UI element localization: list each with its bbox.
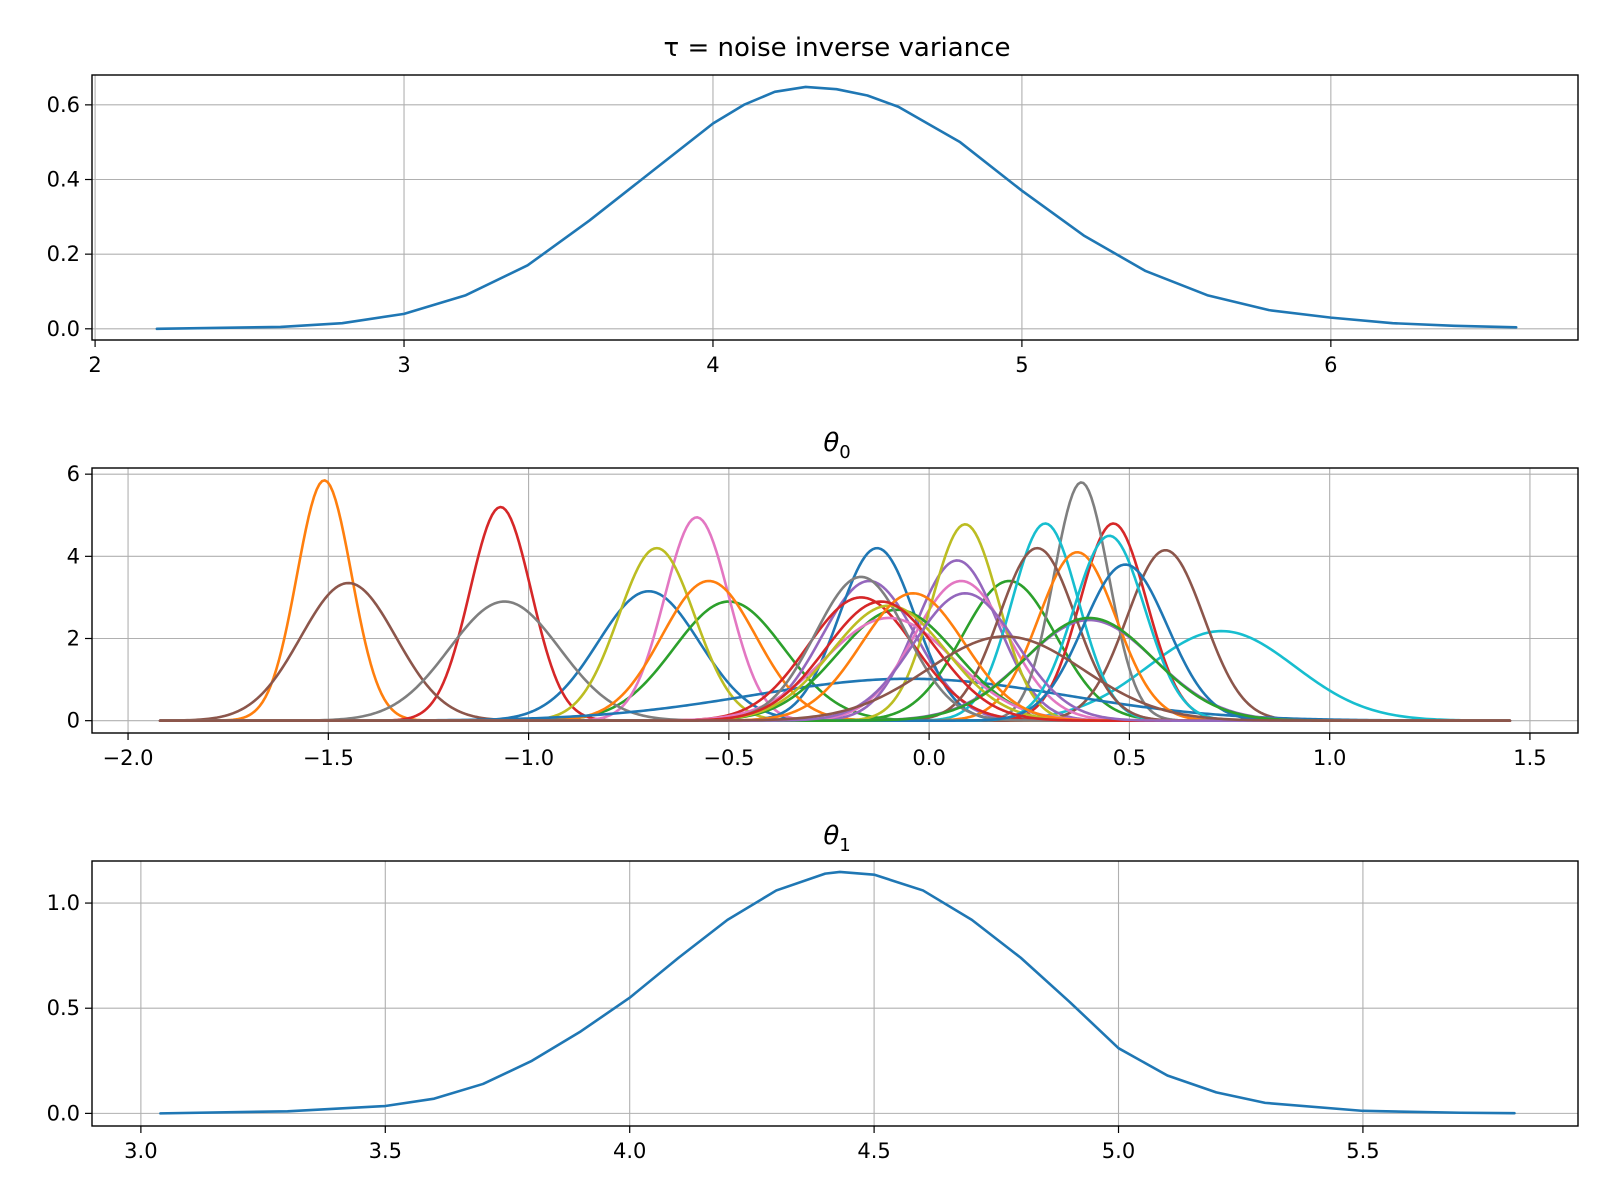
- theta0-series-group: [158, 479, 1512, 722]
- tau-x-tick-label: 4: [706, 353, 719, 377]
- theta1-axes-frame: [91, 860, 1579, 1127]
- theta1-x-tick-label: 4.0: [613, 1139, 646, 1163]
- tau-x-tick-label: 6: [1324, 353, 1337, 377]
- theta1-x-tick-label: 5.5: [1346, 1139, 1379, 1163]
- panel-theta0: θ0 −2.0 −1.5 −1.0 −0.5 0.0 0.5 1.0 1.5 0 2 4 6: [67, 428, 1579, 770]
- theta0-series-line-17: [158, 481, 1512, 722]
- panel-tau-title: τ = noise inverse variance: [664, 33, 1011, 63]
- theta0-series-line-5: [158, 581, 1512, 722]
- theta0-axes-frame: [91, 467, 1579, 734]
- theta0-x-axis: −2.0 −1.5 −1.0 −0.5 0.0 0.5 1.0 1.5: [103, 733, 1547, 770]
- theta0-x-tick-label: −2.0: [103, 746, 154, 770]
- panel-theta0-title: θ0: [823, 428, 850, 463]
- theta1-y-axis: 0.0 0.5 1.0: [47, 891, 92, 1125]
- theta0-series-line-9: [158, 629, 1512, 722]
- theta0-series-line-13: [158, 522, 1512, 722]
- panel-theta1: θ1 3.0 3.5 4.0 4.5 5.0 5.5 0.0 0.5 1.0: [47, 821, 1579, 1163]
- panel-tau: τ = noise inverse variance 2 3 4 5 60.00.20.…: [47, 33, 1579, 377]
- theta0-series-line-2: [158, 600, 1512, 722]
- tau-axes-frame: [91, 74, 1579, 341]
- theta0-series-line-16: [158, 579, 1512, 722]
- theta1-series-line-0: [159, 870, 1516, 1115]
- theta1-y-tick-label: 0.5: [47, 996, 80, 1020]
- theta0-series-line-11: [158, 579, 1512, 722]
- theta1-series-group: [159, 870, 1516, 1115]
- theta0-x-tick-label: −0.5: [703, 746, 754, 770]
- tau-y-tick-label: 0.2: [47, 242, 80, 266]
- theta1-x-axis: 3.0 3.5 4.0 4.5 5.0 5.5: [124, 1126, 1380, 1163]
- theta0-x-tick-label: 1.5: [1513, 746, 1546, 770]
- theta0-series-line-18: [158, 523, 1512, 722]
- theta0-x-tick-label: 0.5: [1113, 746, 1146, 770]
- tau-series-group: [155, 85, 1518, 331]
- theta1-x-tick-label: 3.0: [124, 1139, 157, 1163]
- theta1-x-tick-label: 5.0: [1102, 1139, 1135, 1163]
- tau-series-line-0: [155, 85, 1518, 331]
- tau-x-tick-label: 3: [397, 353, 410, 377]
- theta0-y-tick-label: 4: [67, 544, 80, 568]
- theta0-y-tick-label: 2: [67, 627, 80, 651]
- theta1-x-tick-label: 3.5: [369, 1139, 402, 1163]
- theta1-x-tick-label: 4.5: [857, 1139, 890, 1163]
- theta1-grid: [92, 861, 1578, 1126]
- theta0-x-tick-label: −1.0: [503, 746, 554, 770]
- theta0-series-line-19: [158, 522, 1512, 722]
- theta0-x-tick-label: −1.5: [303, 746, 354, 770]
- tau-y-axis: 0.0 0.2 0.4 0.6: [47, 93, 92, 341]
- theta0-series-line-4: [158, 579, 1512, 722]
- theta0-series-line-14: [158, 559, 1512, 722]
- theta1-y-tick-label: 0.0: [47, 1101, 80, 1125]
- tau-y-tick-label: 0.4: [47, 168, 80, 192]
- theta0-series-line-35: [158, 635, 1512, 722]
- tau-x-tick-label: 5: [1015, 353, 1028, 377]
- tau-x-tick-label: 2: [88, 353, 101, 377]
- theta1-y-tick-label: 1.0: [47, 891, 80, 915]
- theta0-y-tick-label: 0: [67, 709, 80, 733]
- tau-grid: [92, 75, 1578, 340]
- panel-theta1-title: θ1: [823, 821, 850, 856]
- tau-y-tick-label: 0.0: [47, 317, 80, 341]
- theta0-series-line-6: [158, 516, 1512, 722]
- theta0-x-tick-label: 0.0: [912, 746, 945, 770]
- theta0-y-axis: 0 2 4 6: [67, 462, 92, 733]
- tau-x-axis: 2 3 4 5 6: [88, 340, 1338, 377]
- theta0-x-tick-label: 1.0: [1313, 746, 1346, 770]
- tau-y-tick-label: 0.6: [47, 93, 80, 117]
- theta0-series-line-12: [158, 579, 1512, 722]
- theta0-y-tick-label: 6: [67, 462, 80, 486]
